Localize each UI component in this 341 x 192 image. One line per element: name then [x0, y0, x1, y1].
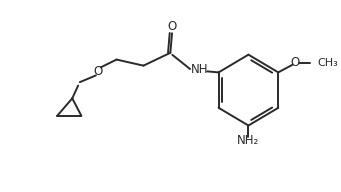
Text: O: O — [291, 56, 300, 70]
Text: NH: NH — [191, 63, 209, 76]
Text: CH₃: CH₃ — [317, 58, 338, 68]
Text: O: O — [94, 65, 103, 78]
Text: NH₂: NH₂ — [237, 134, 260, 147]
Text: O: O — [167, 20, 177, 33]
